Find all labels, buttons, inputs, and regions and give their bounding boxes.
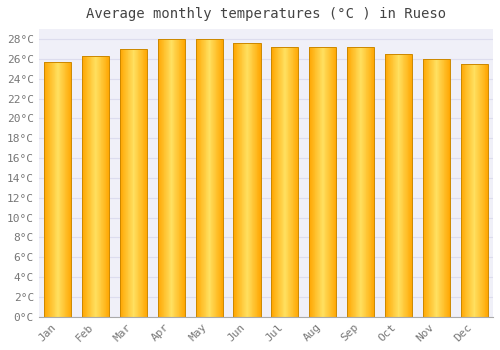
Bar [309,47,336,317]
Bar [347,47,374,317]
Bar [460,64,488,317]
Bar [82,56,109,317]
Bar [385,54,412,317]
Bar [120,49,147,317]
Bar [271,47,298,317]
Bar [234,43,260,317]
Bar [44,62,72,317]
Bar [158,39,185,317]
Bar [196,39,223,317]
Title: Average monthly temperatures (°C ) in Rueso: Average monthly temperatures (°C ) in Ru… [86,7,446,21]
Bar [422,59,450,317]
